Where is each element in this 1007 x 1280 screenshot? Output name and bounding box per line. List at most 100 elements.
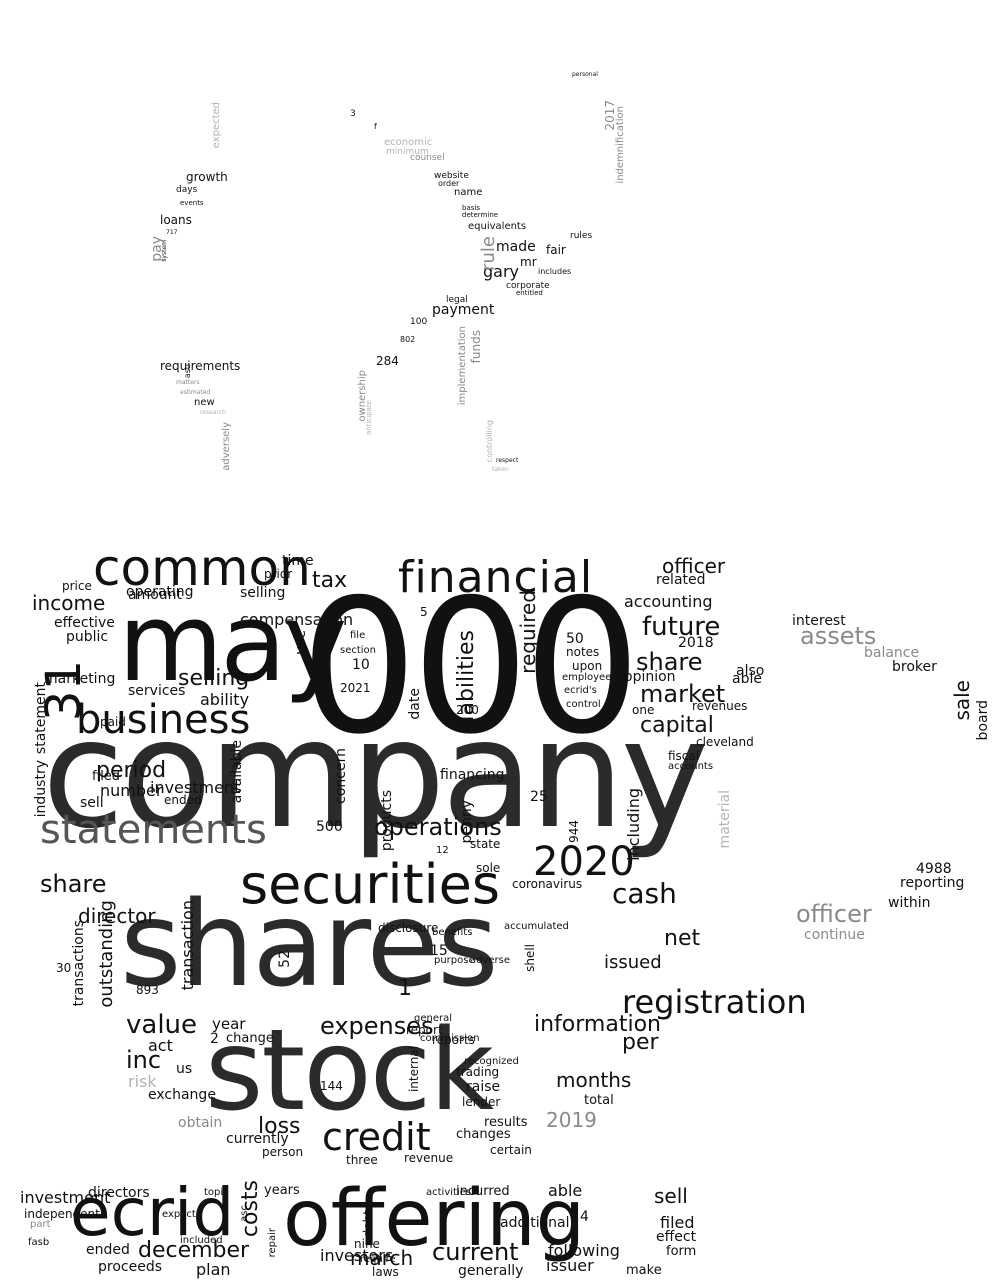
word: following xyxy=(548,1241,620,1260)
word: market xyxy=(640,680,726,708)
word: adverse xyxy=(470,955,511,966)
word: number xyxy=(100,781,163,800)
word-business: business xyxy=(76,697,251,743)
word: act xyxy=(148,1036,173,1055)
word: price xyxy=(62,579,92,593)
word: months xyxy=(556,1068,632,1092)
word: days xyxy=(176,185,198,195)
word: accounting xyxy=(624,592,713,611)
word: corporate xyxy=(506,281,550,291)
word: 3 xyxy=(350,109,356,119)
word: share xyxy=(40,870,107,898)
word: expenses xyxy=(320,1012,434,1040)
word: adversely xyxy=(221,422,232,471)
word: 52 xyxy=(277,950,293,968)
word: debt xyxy=(361,1210,375,1238)
word: officer xyxy=(662,554,726,578)
word: value xyxy=(126,1010,198,1040)
word: purpose xyxy=(434,955,475,966)
word: sale xyxy=(950,680,974,721)
word: able xyxy=(548,1181,583,1200)
word: tax xyxy=(312,568,348,593)
word: recognized xyxy=(464,1056,519,1067)
word: 200 xyxy=(456,703,479,717)
word: asc xyxy=(239,1205,250,1222)
word: sole xyxy=(476,861,501,875)
word: information xyxy=(534,1012,661,1037)
word-ecrid: ecrid xyxy=(70,1174,235,1251)
word: events xyxy=(180,199,204,207)
word: repair xyxy=(267,1228,278,1258)
word: website xyxy=(434,171,469,181)
word: december xyxy=(138,1238,250,1263)
word-company: company xyxy=(42,688,709,862)
word: paid xyxy=(100,715,126,729)
word: minimum xyxy=(386,147,429,157)
word: transactions xyxy=(71,920,87,1007)
word: additional xyxy=(500,1215,570,1231)
word-common: common xyxy=(93,539,311,597)
word: order xyxy=(438,179,460,188)
word: legal xyxy=(446,295,468,305)
word: anticipate xyxy=(365,400,373,435)
word: filed xyxy=(92,769,121,784)
word: opinion xyxy=(624,669,676,685)
word: 100 xyxy=(410,317,428,327)
word: estimated xyxy=(180,389,211,396)
word: taken xyxy=(492,466,509,473)
word: selling xyxy=(240,585,286,601)
word: 15 xyxy=(430,943,448,959)
word: compensation xyxy=(240,610,354,629)
word: share xyxy=(636,648,703,676)
word: future xyxy=(642,612,721,642)
word: research xyxy=(200,409,226,416)
word: payment xyxy=(432,302,495,318)
word: able xyxy=(732,671,762,687)
word: total xyxy=(584,1093,614,1108)
word-stock: stock xyxy=(205,1006,494,1136)
word: filed xyxy=(660,1213,695,1232)
word: exchange xyxy=(148,1087,216,1103)
word: capital xyxy=(640,713,714,738)
word: assets xyxy=(800,622,877,650)
word: counsel xyxy=(410,153,445,163)
word: fiscal xyxy=(668,749,700,763)
word: 802 xyxy=(400,335,416,344)
word: reporting xyxy=(900,875,965,891)
word: public xyxy=(66,629,109,645)
word: controlling xyxy=(485,420,494,463)
word: file xyxy=(350,630,366,641)
word: personal xyxy=(572,71,598,78)
word: material xyxy=(717,790,733,849)
word: 5 xyxy=(420,605,428,619)
word: funds xyxy=(469,330,483,364)
word: state xyxy=(470,837,501,851)
word: ended xyxy=(164,793,202,807)
word: services xyxy=(128,683,186,699)
word: cleveland xyxy=(696,735,754,749)
word: shell xyxy=(523,944,537,972)
word: 4988 xyxy=(916,861,952,877)
word: operating xyxy=(126,584,194,600)
word: raise xyxy=(466,1079,501,1095)
word: revenue xyxy=(404,1151,454,1165)
word: loans xyxy=(160,213,192,227)
word: laws xyxy=(372,1265,399,1279)
word: 2021 xyxy=(340,681,371,695)
word: coronavirus xyxy=(512,877,583,891)
word: gary xyxy=(483,262,520,281)
word: part xyxy=(30,1219,51,1230)
word: report xyxy=(406,1023,443,1037)
word: broker xyxy=(892,659,937,675)
word: make xyxy=(626,1263,662,1278)
word-credit: credit xyxy=(322,1115,431,1159)
word: benefits xyxy=(432,927,473,938)
word: activities xyxy=(426,1187,472,1198)
word: prior xyxy=(264,567,293,581)
word: sell xyxy=(654,1184,688,1208)
word: incurred xyxy=(456,1184,510,1199)
word: trading xyxy=(456,1065,500,1079)
word: time xyxy=(282,553,314,569)
word: determine xyxy=(462,211,499,219)
word: registration xyxy=(622,983,807,1021)
